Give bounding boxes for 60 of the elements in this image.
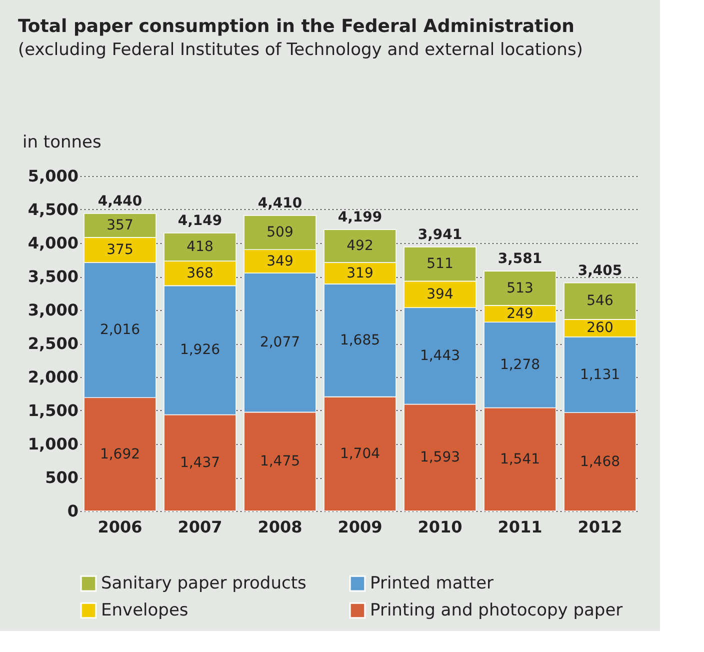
data-label: 260 <box>586 320 614 336</box>
x-tick-label: 2007 <box>178 518 222 536</box>
data-label: 1,475 <box>260 454 300 470</box>
y-tick-label: 1,500 <box>28 401 78 420</box>
data-label: 418 <box>186 239 214 256</box>
y-tick-label: 5,000 <box>28 166 78 186</box>
data-label: 1,437 <box>180 454 220 471</box>
total-label: 4,410 <box>258 196 302 212</box>
data-label: 375 <box>106 242 134 258</box>
data-label: 546 <box>586 293 614 310</box>
legend-label: Printed matter <box>370 574 494 594</box>
data-label: 1,926 <box>180 342 220 358</box>
data-label: 1,685 <box>340 332 380 348</box>
y-tick-label: 500 <box>45 468 78 487</box>
total-label: 4,199 <box>338 210 382 226</box>
data-label: 1,468 <box>580 454 620 470</box>
y-tick-label: 4,000 <box>28 234 78 252</box>
total-label: 3,405 <box>578 262 622 279</box>
x-tick-label: 2006 <box>98 518 142 536</box>
data-label: 1,692 <box>100 446 140 462</box>
chart-subtitle: (excluding Federal Institutes of Technology and external locations) <box>18 40 583 60</box>
y-tick-label: 2,000 <box>28 368 78 386</box>
legend-label: Sanitary paper products <box>101 574 306 594</box>
total-label: 4,440 <box>98 194 142 210</box>
data-label: 1,443 <box>420 348 460 364</box>
data-label: 1,131 <box>580 366 620 383</box>
data-label: 349 <box>266 253 294 270</box>
data-label: 511 <box>426 256 454 272</box>
total-label: 4,149 <box>178 213 222 230</box>
y-tick-label: 0 <box>67 502 78 520</box>
total-label: 3,941 <box>418 226 462 243</box>
x-tick-label: 2011 <box>498 518 542 536</box>
data-label: 249 <box>506 306 534 322</box>
chart-title: Total paper consumption in the Federal Administration <box>18 16 574 37</box>
data-label: 2,016 <box>100 322 140 338</box>
data-label: 1,541 <box>500 451 540 468</box>
x-tick-label: 2008 <box>258 518 302 536</box>
total-label: 3,581 <box>498 251 542 268</box>
x-tick-label: 2009 <box>338 518 382 536</box>
y-tick-label: 2,500 <box>28 334 78 353</box>
data-label: 1,593 <box>420 450 460 466</box>
data-label: 2,077 <box>260 334 300 351</box>
x-tick-label: 2012 <box>578 518 622 536</box>
y-tick-label: 3,500 <box>28 267 78 286</box>
data-label: 1,278 <box>500 356 540 373</box>
legend-label: Envelopes <box>101 600 188 620</box>
legend-label: Printing and photocopy paper <box>370 600 623 620</box>
data-label: 1,704 <box>340 446 380 462</box>
data-label: 513 <box>506 280 534 296</box>
data-label: 319 <box>346 265 374 282</box>
data-label: 509 <box>266 224 294 241</box>
y-axis-title: in tonnes <box>22 132 102 152</box>
data-label: 368 <box>186 265 214 282</box>
data-label: 394 <box>426 286 454 302</box>
y-tick-label: 1,000 <box>28 434 78 454</box>
y-tick-label: 4,500 <box>28 200 78 219</box>
y-tick-label: 3,000 <box>28 300 78 320</box>
x-tick-label: 2010 <box>418 518 462 536</box>
data-label: 357 <box>106 217 134 234</box>
data-label: 492 <box>346 238 374 254</box>
